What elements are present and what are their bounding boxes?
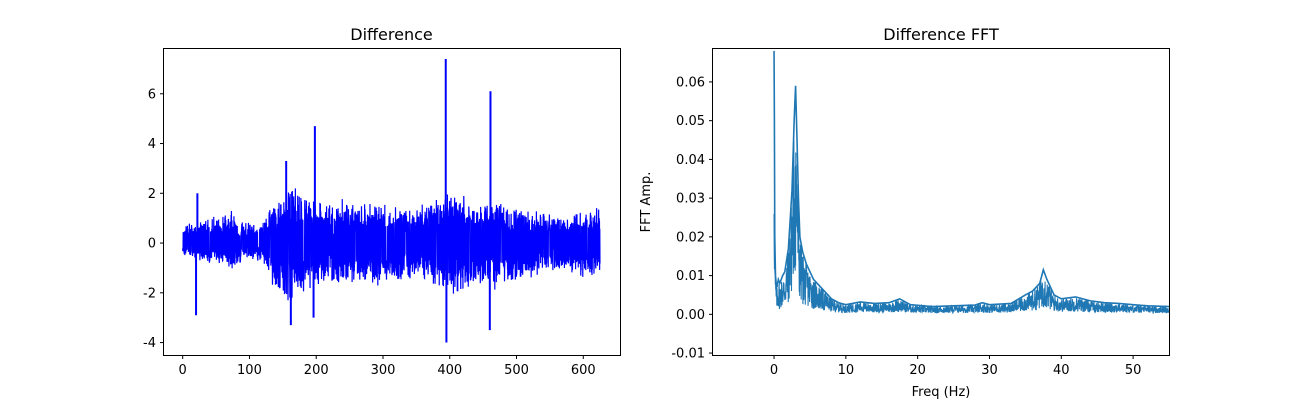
fft-y-tick-label: -0.01 [671,347,705,362]
difference-y-tick-label: 2 [148,187,156,202]
difference-y-tick-label: 0 [148,237,156,252]
difference-y-tick-label: 6 [148,87,156,102]
fft-y-tick-label: 0.02 [676,230,705,245]
fft-series-line [773,140,1169,315]
difference-chart-title: Difference [350,25,432,44]
fft-x-tick-label: 30 [981,363,998,378]
fft-envelope-line [773,50,1169,308]
difference-x-tick-label: 600 [571,363,596,378]
fft-plot-area [773,50,1169,315]
difference-plot-area [182,58,601,343]
fft-axes-frame [712,48,1170,356]
difference-x-tick-label: 0 [179,363,187,378]
difference-y-tick-label: -2 [143,286,156,301]
difference-x-tick-label: 400 [437,363,462,378]
fft-x-tick-label: 10 [838,363,855,378]
difference-x-tick-label: 300 [371,363,396,378]
difference-x-tick-label: 200 [304,363,329,378]
difference-x-ticks: 0 100 200 300 400 500 600 [179,355,596,378]
fft-x-tick-label: 20 [909,363,926,378]
difference-x-tick-label: 100 [237,363,262,378]
fft-y-tick-label: 0.06 [676,75,705,90]
difference-series-line [182,188,601,301]
fft-y-tick-label: 0.03 [676,192,705,207]
fft-y-tick-label: 0.00 [676,308,705,323]
difference-y-tick-label: 4 [148,137,156,152]
difference-y-ticks: -4 -2 0 2 4 6 [143,87,164,351]
difference-x-tick-label: 500 [504,363,529,378]
fft-y-ticks: -0.01 0.00 0.01 0.02 0.03 0.04 0.05 0.06 [671,75,713,362]
fft-chart: Difference FFT 0 10 20 30 40 50 -0.01 0.00 0.01… [639,25,1170,400]
fft-x-tick-label: 50 [1125,363,1142,378]
fft-y-tick-label: 0.04 [676,153,705,168]
fft-chart-title: Difference FFT [883,25,999,44]
difference-y-tick-label: -4 [143,336,156,351]
fft-x-tick-label: 0 [770,363,778,378]
difference-chart: Difference 0 100 200 300 400 500 600 -4 -2 0 2 4 6 [143,25,621,378]
difference-axes-frame [163,48,621,356]
fft-x-ticks: 0 10 20 30 40 50 [770,355,1141,378]
fft-y-tick-label: 0.05 [676,114,705,129]
fft-x-tick-label: 40 [1053,363,1070,378]
fft-y-axis-label: FFT Amp. [639,172,654,233]
fft-y-tick-label: 0.01 [676,269,705,284]
fft-x-axis-label: Freq (Hz) [912,385,971,400]
